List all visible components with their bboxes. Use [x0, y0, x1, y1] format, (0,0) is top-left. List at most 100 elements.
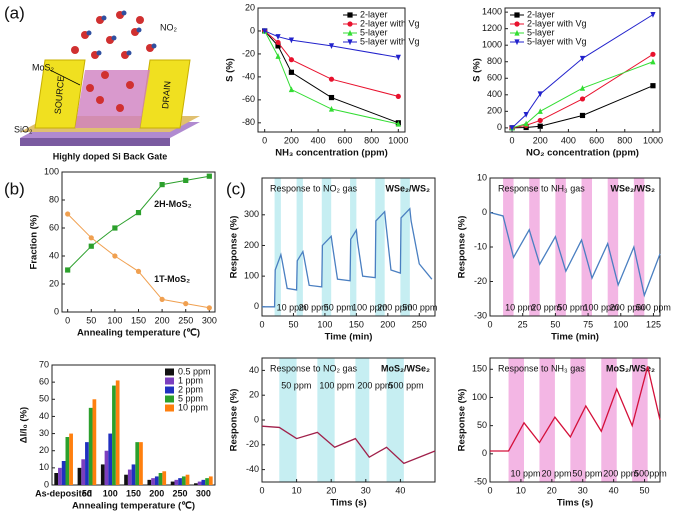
annotation: 50 ppm — [557, 302, 587, 312]
bar — [135, 442, 140, 485]
bar — [112, 385, 116, 485]
panel-label: (c) — [226, 179, 246, 198]
mos2-channel — [75, 70, 150, 128]
x-tick-label: 30 — [361, 485, 371, 495]
material-label: MoS₂/WSe₂ — [381, 363, 430, 373]
marker — [579, 55, 586, 62]
marker — [112, 225, 118, 231]
inset-title: Response to NO₂ gas — [270, 363, 358, 373]
legend-label: 1 ppm — [178, 375, 203, 385]
x-tick-label: 400 — [311, 135, 326, 145]
marker — [65, 267, 71, 273]
annotation: 500ppm — [634, 468, 667, 478]
x-tick-label: 50 — [288, 319, 298, 329]
x-tick-label: 125 — [646, 319, 661, 329]
x-tick-label: 200 — [284, 135, 299, 145]
legend-label: 2-layer with Vg — [360, 18, 420, 28]
material-label: WSe₂/WS₂ — [386, 183, 431, 193]
y-tick-label: 60 — [49, 222, 59, 232]
oxide-label: SiO₂ — [14, 124, 33, 134]
x-axis-label: Annealing temperature (℃) — [77, 328, 200, 339]
x-tick-label: 100 — [613, 319, 628, 329]
marker — [395, 120, 401, 127]
marker — [328, 43, 335, 49]
marker — [537, 117, 543, 124]
series-line — [262, 207, 433, 308]
annotation: 200 ppm — [610, 302, 645, 312]
y-tick-label: 40 — [49, 250, 59, 260]
y-tick-label: 20 — [249, 390, 259, 400]
marker — [650, 83, 656, 89]
y-axis-label: Response (%) — [229, 389, 240, 452]
y-tick-label: 10 — [477, 172, 487, 182]
y-tick-label: 300 — [244, 209, 259, 219]
marker — [275, 34, 281, 40]
annotation: 50 ppm — [324, 302, 354, 312]
series-line — [512, 85, 654, 129]
x-tick-label: 20 — [326, 485, 336, 495]
marker — [206, 173, 212, 179]
y-axis-label: S (%) — [472, 58, 483, 82]
marker — [275, 39, 281, 46]
annotation: 10 ppm — [277, 302, 307, 312]
marker — [537, 91, 543, 98]
y-tick-label: 150 — [472, 364, 487, 374]
annotation: 20 ppm — [531, 302, 561, 312]
bar — [61, 461, 66, 485]
marker — [537, 123, 543, 129]
annotation: 100 ppm — [319, 380, 354, 390]
marker — [65, 211, 71, 217]
bar — [139, 442, 143, 485]
bar — [81, 459, 86, 485]
x-axis-label: Tims (s) — [557, 498, 593, 509]
annotation: 10 ppm — [505, 302, 535, 312]
legend-label: 2 ppm — [178, 384, 203, 394]
y-axis-label: S (%) — [225, 58, 236, 82]
marker — [183, 301, 189, 307]
gas-on-band — [539, 358, 555, 482]
y-tick-label: -80 — [242, 117, 255, 127]
marker — [288, 37, 295, 44]
x-axis-label: NH₃ concentration (ppm) — [275, 148, 388, 159]
y-tick-label: 600 — [487, 73, 502, 83]
y-tick-label: 80 — [49, 194, 59, 204]
y-axis-label: Response (%) — [457, 389, 468, 452]
plot-frame — [504, 7, 661, 133]
x-tick-label: 150 — [349, 319, 364, 329]
bar — [104, 450, 109, 485]
x-tick-label: 400 — [561, 135, 576, 145]
marker — [650, 51, 656, 57]
x-tick-label: 200 — [155, 315, 170, 325]
bar — [170, 481, 175, 485]
y-tick-label: 70 — [39, 359, 49, 369]
molecule-o — [86, 10, 157, 56]
annotation: 500 ppm — [402, 302, 437, 312]
device-diagram: NO₂ MoS₂ SOURCE DRAIN SiO₂ Highly doped … — [14, 10, 200, 161]
bar — [154, 476, 159, 485]
x-tick-label: 300 — [196, 488, 211, 498]
legend-swatch — [165, 386, 174, 394]
marker — [328, 105, 335, 112]
x-tick-label: 0 — [65, 315, 70, 325]
bar — [92, 399, 97, 485]
x-tick-label: 0 — [262, 135, 267, 145]
x-tick-label: 250 — [412, 319, 427, 329]
x-tick-label: 100 — [317, 319, 332, 329]
y-axis-label: Response (%) — [457, 216, 468, 279]
y-tick-label: 100 — [244, 271, 259, 281]
x-axis-label: NO₂ concentration (ppm) — [526, 148, 639, 159]
y-tick-label: 40 — [39, 411, 49, 421]
x-tick-label: 50 — [82, 488, 92, 498]
bar — [185, 474, 190, 485]
series-line — [489, 211, 661, 298]
panel-label: (b) — [4, 179, 25, 198]
y-tick-label: 200 — [244, 240, 259, 250]
x-tick-label: 150 — [126, 488, 141, 498]
bar — [181, 476, 186, 485]
x-tick-label: 0 — [510, 135, 515, 145]
y-tick-label: 50 — [477, 420, 487, 430]
gas-on-band — [350, 178, 357, 316]
x-tick-label: 600 — [337, 135, 352, 145]
annotation: 20 ppm — [299, 302, 329, 312]
